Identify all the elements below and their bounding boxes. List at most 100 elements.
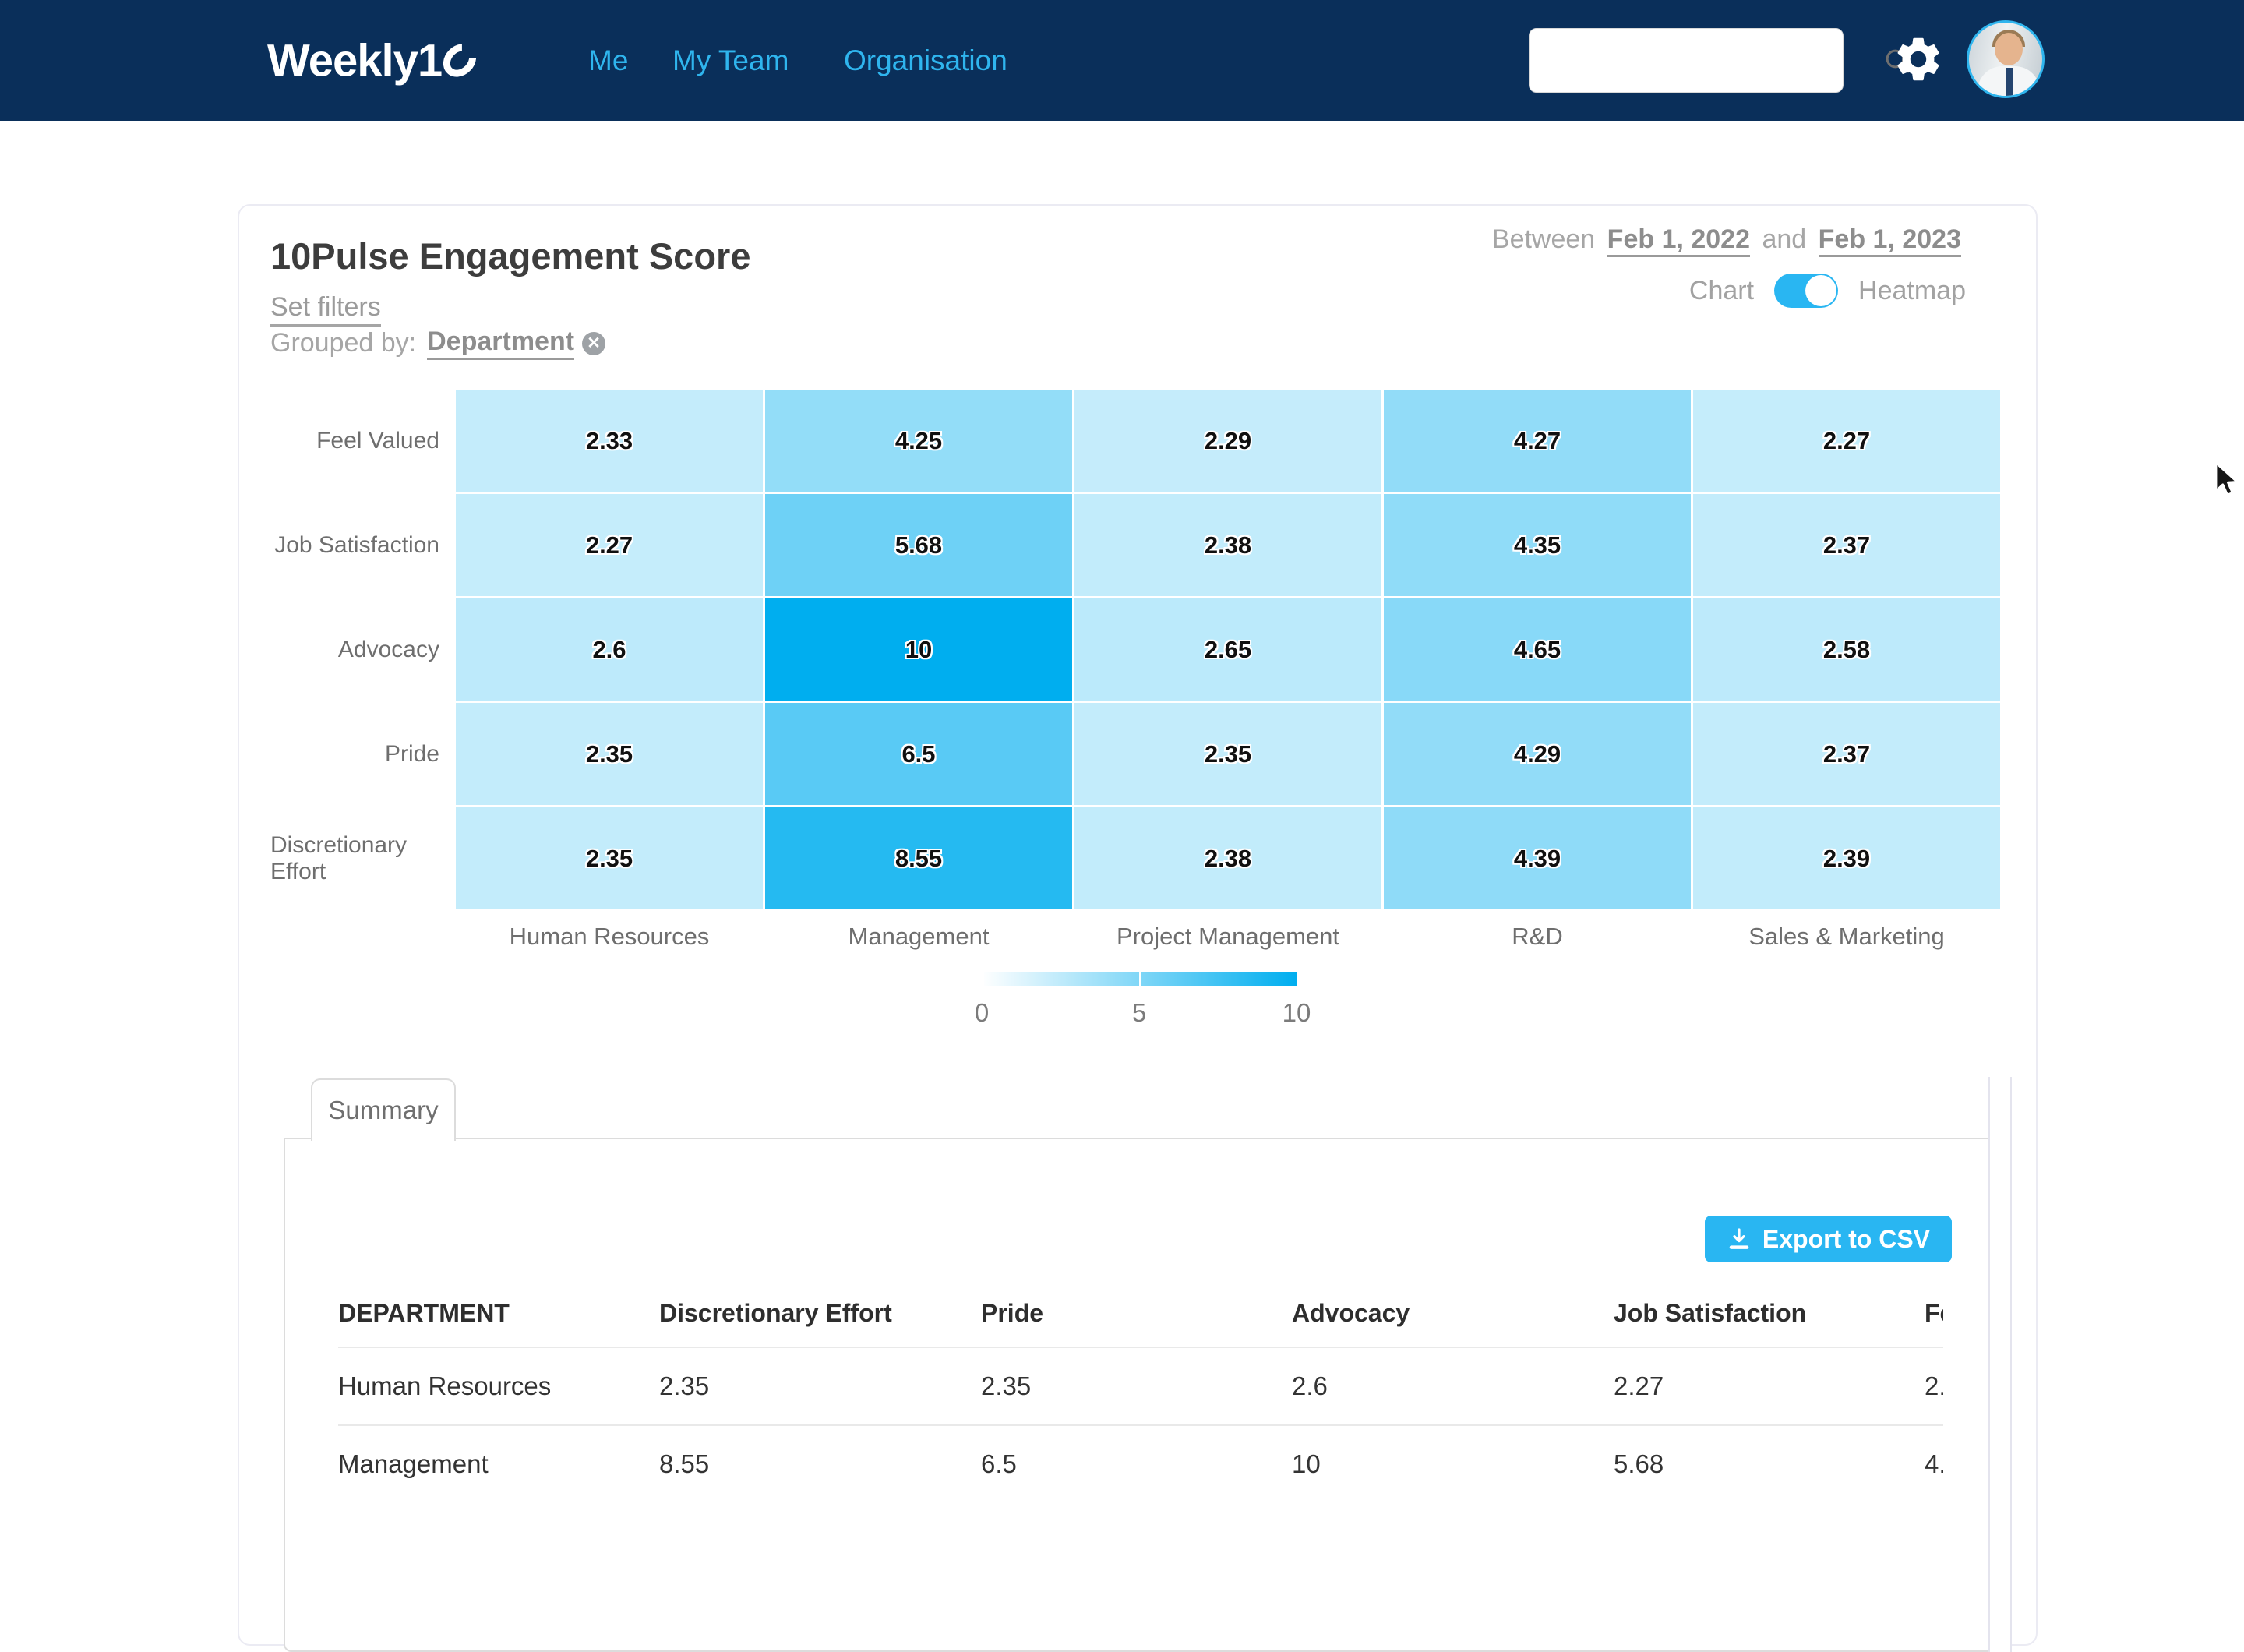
table-cell: 2.33 xyxy=(1925,1371,1943,1400)
heatmap-cell: 2.38 xyxy=(1074,494,1381,596)
heatmap-cell: 6.5 xyxy=(765,703,1072,805)
top-navbar: Weekly1 Me My Team Organisation xyxy=(0,0,2244,121)
table-cell: 2.35 xyxy=(659,1371,710,1400)
view-toggle: Chart Heatmap xyxy=(1689,274,1966,308)
summary-panel: Export to CSV DEPARTMENT Discretionary Ef… xyxy=(284,1138,2012,1652)
end-date-link[interactable]: Feb 1, 2023 xyxy=(1818,224,1961,257)
export-to-csv-button[interactable]: Export to CSV xyxy=(1704,1216,1952,1262)
nav-item-my-team[interactable]: My Team xyxy=(672,44,789,76)
nav-item-organisation[interactable]: Organisation xyxy=(844,44,1007,76)
nav-item-me[interactable]: Me xyxy=(588,44,629,76)
table-cell: 4.25 xyxy=(1925,1449,1943,1478)
vertical-scrollbar[interactable] xyxy=(1988,1077,2012,1652)
date-range-conjunction: and xyxy=(1762,224,1807,254)
heatmap-cell: 2.27 xyxy=(456,494,763,596)
search-input[interactable] xyxy=(1530,29,1882,92)
legend-tick: 5 xyxy=(1131,998,1147,1027)
heatmap-cell: 4.65 xyxy=(1384,598,1691,701)
heatmap-cell: 2.29 xyxy=(1074,390,1381,492)
table-cell: 6.5 xyxy=(981,1449,1017,1478)
heatmap-grid: Feel Valued 2.33 4.25 2.29 4.27 2.27 Job Satis… xyxy=(270,390,2000,909)
heatmap-cell: 4.35 xyxy=(1384,494,1691,596)
logo-zero-icon xyxy=(436,37,483,84)
heatmap-cell: 8.55 xyxy=(765,807,1072,909)
heatmap-cell: 2.35 xyxy=(456,807,763,909)
user-avatar[interactable] xyxy=(1967,20,2045,98)
heatmap-cell: 2.27 xyxy=(1693,390,2000,492)
table-header-cell: DEPARTMENT xyxy=(338,1298,510,1327)
table-cell: 2.35 xyxy=(981,1371,1032,1400)
table-row: Management 8.55 6.5 10 5.68 4.25 xyxy=(338,1424,1943,1502)
heatmap-cell: 2.38 xyxy=(1074,807,1381,909)
date-range: Between Feb 1, 2022 and Feb 1, 2023 xyxy=(1491,224,1966,257)
table-cell: Human Resources xyxy=(338,1371,552,1400)
heatmap-row-label: Discretionary Effort xyxy=(270,807,453,909)
heatmap-cell: 2.35 xyxy=(456,703,763,805)
heatmap-cell: 4.25 xyxy=(765,390,1072,492)
table-cell: 2.27 xyxy=(1614,1371,1664,1400)
table-header-cell: Pride xyxy=(981,1298,1044,1327)
heatmap-cell: 2.33 xyxy=(456,390,763,492)
grouped-by-value-link[interactable]: Department xyxy=(427,327,575,360)
table-header-cell: Discretionary Effort xyxy=(659,1298,892,1327)
heatmap-row-label: Job Satisfaction xyxy=(270,494,453,596)
table-cell: Management xyxy=(338,1449,489,1478)
heatmap-cell: 2.37 xyxy=(1693,494,2000,596)
heatmap-col-label: Project Management xyxy=(1116,923,1340,950)
heatmap-cell: 2.58 xyxy=(1693,598,2000,701)
heatmap-legend: 0 5 10 xyxy=(975,972,1311,1031)
avatar-face xyxy=(1995,33,2023,65)
heatmap-cell: 4.27 xyxy=(1384,390,1691,492)
heatmap-col-labels: Human Resources Management Project Managem… xyxy=(270,923,2000,951)
remove-group-icon[interactable]: ✕ xyxy=(582,331,606,355)
logo-text: Weekly1 xyxy=(267,35,443,86)
table-cell: 5.68 xyxy=(1614,1449,1664,1478)
table-header-cell: Job Satisfaction xyxy=(1614,1298,1807,1327)
heatmap-cell: 5.68 xyxy=(765,494,1072,596)
weekly10-logo[interactable]: Weekly1 xyxy=(267,34,483,86)
legend-tick: 10 xyxy=(1282,998,1311,1027)
legend-gradient-bar xyxy=(982,972,1297,986)
table-cell: 8.55 xyxy=(659,1449,710,1478)
chart-heatmap-switch[interactable] xyxy=(1774,274,1839,308)
heatmap-cell: 4.29 xyxy=(1384,703,1691,805)
avatar-tie xyxy=(2006,68,2013,96)
summary-table: DEPARTMENT Discretionary Effort Pride Advoc… xyxy=(338,1280,1943,1502)
heatmap-cell: 10 xyxy=(765,598,1072,701)
heatmap-cell: 2.37 xyxy=(1693,703,2000,805)
table-header-row: DEPARTMENT Discretionary Effort Pride Advoc… xyxy=(338,1280,1943,1347)
settings-gear-icon[interactable] xyxy=(1892,33,1945,86)
legend-ticks: 0 5 10 xyxy=(975,998,1311,1031)
download-icon xyxy=(1729,1228,1749,1249)
table-header-cell: Advocacy xyxy=(1292,1298,1410,1327)
start-date-link[interactable]: Feb 1, 2022 xyxy=(1607,224,1751,257)
heatmap-col-label: R&D xyxy=(1512,923,1563,950)
search-box xyxy=(1529,28,1910,93)
heatmap-row-label: Feel Valued xyxy=(270,390,453,492)
legend-tick: 0 xyxy=(974,998,990,1027)
tab-summary[interactable]: Summary xyxy=(311,1078,456,1141)
heatmap-row-label: Advocacy xyxy=(270,598,453,701)
heatmap-row-label: Pride xyxy=(270,703,453,805)
grouped-by: Grouped by: Department ✕ xyxy=(270,327,606,360)
grouped-by-label: Grouped by: xyxy=(270,328,417,358)
heatmap-cell: 2.65 xyxy=(1074,598,1381,701)
heatmap-col-label: Management xyxy=(848,923,990,950)
heatmap-cell: 4.39 xyxy=(1384,807,1691,909)
table-row: Human Resources 2.35 2.35 2.6 2.27 2.33 xyxy=(338,1347,1943,1424)
toggle-label-heatmap: Heatmap xyxy=(1858,275,1966,305)
table-cell: 10 xyxy=(1292,1449,1321,1478)
mouse-cursor xyxy=(2214,461,2239,496)
table-cell: 2.6 xyxy=(1292,1371,1328,1400)
export-button-label: Export to CSV xyxy=(1762,1224,1930,1253)
heatmap-axis-spacer xyxy=(270,923,453,951)
heatmap-col-label: Human Resources xyxy=(509,923,710,950)
set-filters-link[interactable]: Set filters xyxy=(270,292,381,327)
page-title: 10Pulse Engagement Score xyxy=(270,235,751,277)
heatmap-cell: 2.35 xyxy=(1074,703,1381,805)
heatmap-cell: 2.6 xyxy=(456,598,763,701)
heatmap-col-label: Sales & Marketing xyxy=(1748,923,1945,950)
toggle-label-chart: Chart xyxy=(1688,275,1755,305)
date-range-prefix: Between xyxy=(1491,224,1596,254)
heatmap-cell: 2.39 xyxy=(1693,807,2000,909)
